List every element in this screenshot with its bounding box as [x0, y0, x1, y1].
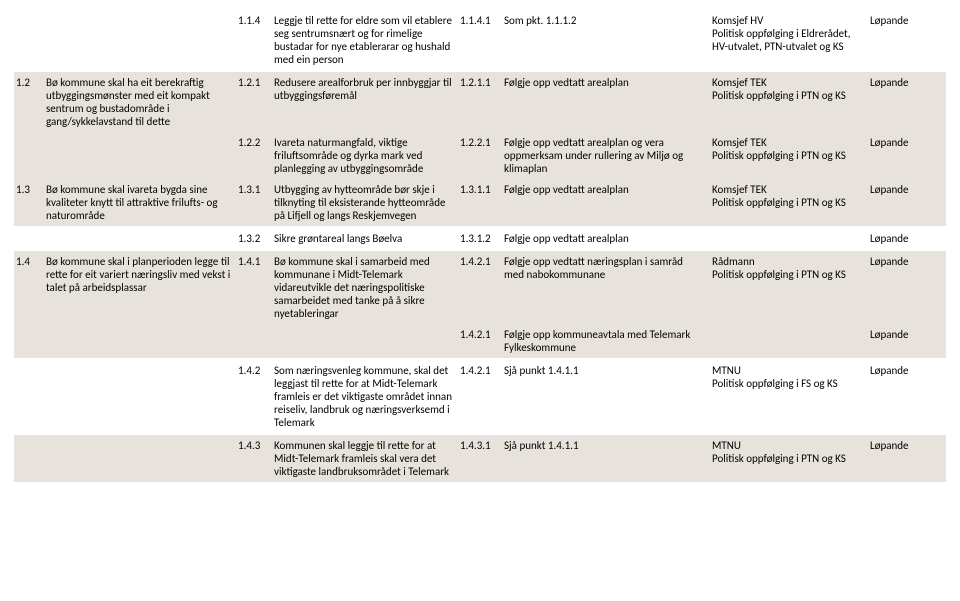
- col-action-num: 1.3.1.2: [458, 228, 504, 249]
- col-strategy-num: 1.2.2: [236, 132, 274, 153]
- table-row: 1.4.2Som næringsvenleg kommune, skal det…: [14, 360, 946, 433]
- col-strategy-num: 1.3.2: [236, 228, 274, 249]
- col-goal-num: [14, 228, 46, 236]
- col-action-text: Sjå punkt 1.4.1.1: [504, 360, 708, 381]
- col-strategy-num: 1.4.2: [236, 360, 274, 381]
- col-status: Løpande: [868, 435, 942, 456]
- col-responsible: Komsjef TEK Politisk oppfølging i PTN og…: [708, 132, 868, 166]
- col-strategy-text: Som næringsvenleg kommune, skal det legg…: [274, 360, 458, 433]
- col-responsible: [708, 228, 868, 236]
- col-status: Løpande: [868, 251, 942, 272]
- col-responsible: Komsjef TEK Politisk oppfølging i PTN og…: [708, 179, 868, 213]
- col-strategy-num: 1.2.1: [236, 72, 274, 93]
- table-row: 1.2.2Ivareta naturmangfald, viktige fril…: [14, 132, 946, 179]
- col-status: Løpande: [868, 228, 942, 249]
- col-strategy-text: Ivareta naturmangfald, viktige friluftso…: [274, 132, 458, 179]
- col-strategy-text: Sikre grøntareal langs Bøelva: [274, 228, 458, 249]
- col-strategy-text: Bø kommune skal i samarbeid med kommunan…: [274, 251, 458, 324]
- col-strategy-text: Redusere arealforbruk per innbyggjar til…: [274, 72, 458, 106]
- col-strategy-num: 1.3.1: [236, 179, 274, 200]
- col-goal-num: [14, 360, 46, 368]
- table-row: 1.4.2.1Følgje opp kommuneavtala med Tele…: [14, 324, 946, 358]
- col-status: Løpande: [868, 324, 942, 345]
- col-action-num: 1.2.2.1: [458, 132, 504, 153]
- col-status: Løpande: [868, 72, 942, 93]
- col-strategy-text: Utbygging av hytteområde bør skje i tilk…: [274, 179, 458, 226]
- table-body: 1.1.4Leggje til rette for eldre som vil …: [14, 10, 946, 482]
- col-status: Løpande: [868, 10, 942, 31]
- col-goal-num: [14, 435, 46, 443]
- col-responsible: [708, 324, 868, 332]
- table-row: 1.4.3Kommunen skal leggje til rette for …: [14, 435, 946, 482]
- col-responsible: MTNU Politisk oppfølging i FS og KS: [708, 360, 868, 394]
- col-strategy-num: [236, 324, 274, 332]
- col-action-num: 1.3.1.1: [458, 179, 504, 200]
- col-action-num: 1.2.1.1: [458, 72, 504, 93]
- col-action-text: Følgje opp vedtatt arealplan og vera opp…: [504, 132, 708, 179]
- col-goal-text: [46, 435, 236, 443]
- col-strategy-num: 1.4.3: [236, 435, 274, 456]
- col-goal-text: [46, 10, 236, 18]
- col-goal-text: Bø kommune skal i planperioden legge til…: [46, 251, 236, 298]
- col-action-text: Følgje opp vedtatt arealplan: [504, 179, 708, 200]
- col-strategy-text: Leggje til rette for eldre som vil etabl…: [274, 10, 458, 70]
- col-strategy-text: Kommunen skal leggje til rette for at Mi…: [274, 435, 458, 482]
- col-status: Løpande: [868, 132, 942, 153]
- col-action-text: Følgje opp kommuneavtala med Telemark Fy…: [504, 324, 708, 358]
- col-goal-num: [14, 132, 46, 140]
- col-action-num: 1.4.3.1: [458, 435, 504, 456]
- col-goal-text: Bø kommune skal ha eit berekraftig utbyg…: [46, 72, 236, 132]
- col-action-text: Følgje opp vedtatt arealplan: [504, 72, 708, 93]
- col-goal-text: [46, 324, 236, 332]
- col-responsible: Komsjef TEK Politisk oppfølging i PTN og…: [708, 72, 868, 106]
- col-goal-text: [46, 132, 236, 140]
- col-goal-num: 1.3: [14, 179, 46, 200]
- col-action-num: 1.4.2.1: [458, 324, 504, 345]
- document-page: 1.1.4Leggje til rette for eldre som vil …: [0, 0, 960, 492]
- col-action-text: Følgje opp vedtatt arealplan: [504, 228, 708, 249]
- table-row: 1.3.2Sikre grøntareal langs Bøelva1.3.1.…: [14, 228, 946, 249]
- table-row: 1.3Bø kommune skal ivareta bygda sine kv…: [14, 179, 946, 226]
- col-responsible: MTNU Politisk oppfølging i PTN og KS: [708, 435, 868, 469]
- col-goal-num: 1.2: [14, 72, 46, 93]
- col-goal-num: [14, 324, 46, 332]
- col-action-text: Som pkt. 1.1.1.2: [504, 10, 708, 31]
- col-action-num: 1.4.2.1: [458, 360, 504, 381]
- col-goal-text: [46, 228, 236, 236]
- table-row: 1.4Bø kommune skal i planperioden legge …: [14, 251, 946, 324]
- col-strategy-num: 1.1.4: [236, 10, 274, 31]
- col-goal-num: 1.4: [14, 251, 46, 272]
- col-goal-text: Bø kommune skal ivareta bygda sine kvali…: [46, 179, 236, 226]
- col-responsible: Komsjef HV Politisk oppfølging i Eldrerå…: [708, 10, 868, 57]
- col-action-text: Sjå punkt 1.4.1.1: [504, 435, 708, 456]
- col-action-text: Følgje opp vedtatt næringsplan i samråd …: [504, 251, 708, 285]
- col-strategy-num: 1.4.1: [236, 251, 274, 272]
- col-strategy-text: [274, 324, 458, 332]
- col-action-num: 1.1.4.1: [458, 10, 504, 31]
- col-action-num: 1.4.2.1: [458, 251, 504, 272]
- col-goal-num: [14, 10, 46, 18]
- table-row: 1.2Bø kommune skal ha eit berekraftig ut…: [14, 72, 946, 132]
- col-status: Løpande: [868, 360, 942, 381]
- col-goal-text: [46, 360, 236, 368]
- col-status: Løpande: [868, 179, 942, 200]
- table-row: 1.1.4Leggje til rette for eldre som vil …: [14, 10, 946, 70]
- col-responsible: Rådmann Politisk oppfølging i PTN og KS: [708, 251, 868, 285]
